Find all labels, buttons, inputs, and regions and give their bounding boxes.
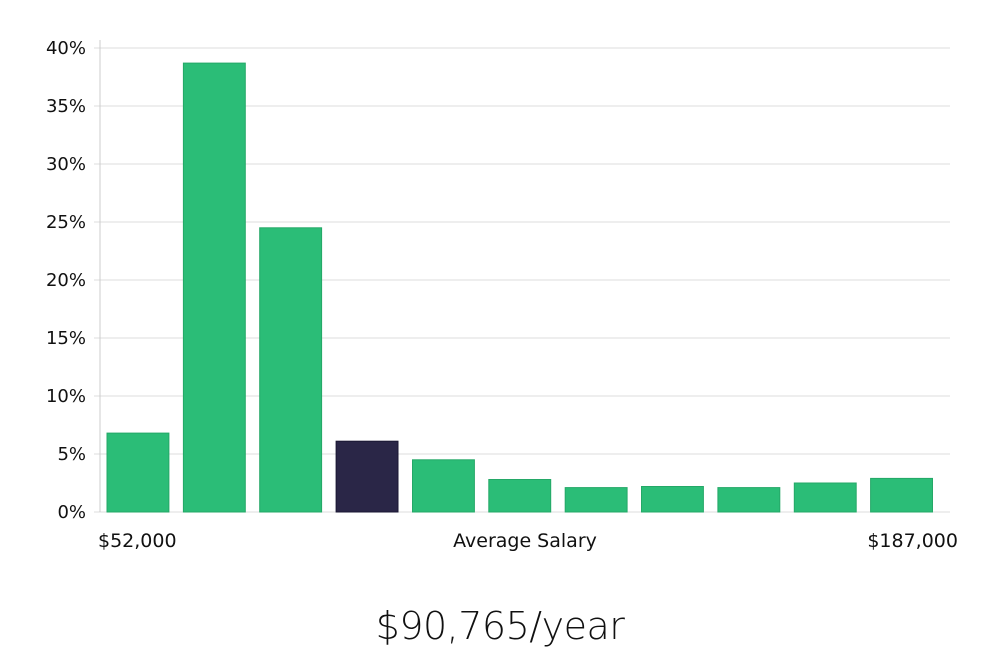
y-axis-ticks: 0% 5% 10% 15% 20% 25% 30% 35% 40% [46, 38, 86, 523]
bar [488, 479, 552, 513]
bar [412, 459, 475, 513]
y-tick-label: 5% [57, 444, 86, 465]
y-tick-label: 25% [46, 212, 86, 233]
x-max-label: $187,000 [867, 530, 958, 552]
bar [717, 487, 781, 513]
salary-histogram: 0% 5% 10% 15% 20% 25% 30% 35% 40% $52,000 Averag… [46, 38, 958, 552]
bars [106, 62, 933, 513]
bar [182, 62, 246, 513]
y-tick-label: 10% [46, 386, 86, 407]
y-tick-label: 35% [46, 96, 86, 117]
y-tick-label: 15% [46, 328, 86, 349]
bar-highlighted [335, 440, 399, 513]
bar [564, 487, 628, 513]
average-salary-headline: $90,765/year [375, 604, 625, 648]
y-tick-label: 20% [46, 270, 86, 291]
bar [793, 482, 857, 513]
x-axis-title: Average Salary [453, 530, 597, 552]
y-tick-label: 30% [46, 154, 86, 175]
y-tick-label: 0% [57, 502, 86, 523]
bar [870, 477, 933, 513]
bar [641, 486, 704, 513]
bar [259, 227, 323, 513]
bar [106, 432, 170, 513]
x-min-label: $52,000 [98, 530, 177, 552]
y-tick-label: 40% [46, 38, 86, 59]
